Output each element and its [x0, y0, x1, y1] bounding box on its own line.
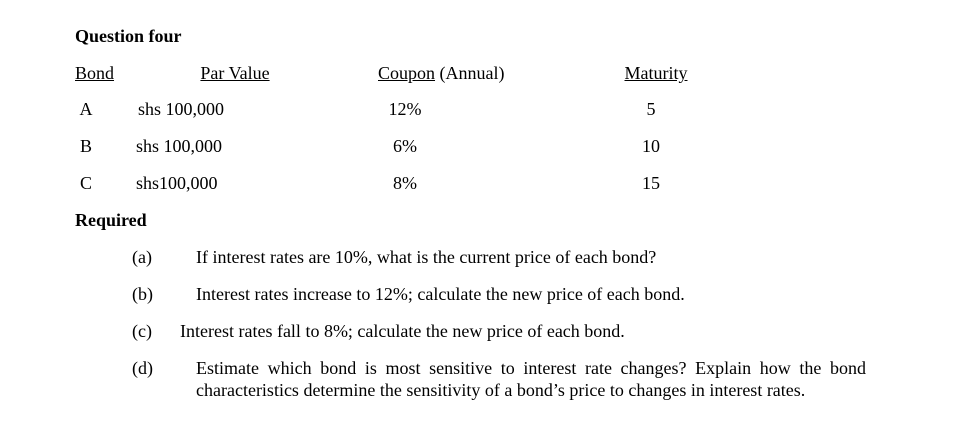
item-label: (c) — [132, 321, 152, 341]
header: Coupon (Annual) — [378, 62, 505, 84]
item-text: Interest rates increase to 12%; calculat… — [196, 284, 685, 304]
header-part: (Annual) — [439, 63, 505, 83]
cell: A — [79, 99, 93, 119]
header: Par Value — [200, 63, 270, 83]
item-label: (d) — [132, 358, 153, 378]
header: Maturity — [624, 63, 688, 83]
cell: shs100,000 — [136, 173, 218, 193]
item-text: Interest rates fall to 8%; calculate the… — [180, 321, 625, 341]
cell: 8% — [393, 173, 417, 193]
cell: 5 — [646, 99, 656, 119]
item-label: (a) — [132, 247, 152, 267]
header-part: Coupon — [378, 63, 436, 83]
header: Bond — [75, 63, 115, 83]
cell: 6% — [393, 136, 417, 156]
item-label: (b) — [132, 284, 153, 304]
cell: shs 100,000 — [138, 99, 225, 119]
cell: 10 — [642, 136, 660, 156]
cell: shs 100,000 — [136, 136, 223, 156]
cell: B — [79, 136, 93, 156]
heading: Required — [75, 210, 147, 230]
title: Question four — [75, 26, 182, 46]
cell: C — [79, 173, 93, 193]
cell: 15 — [642, 173, 660, 193]
item-text: If interest rates are 10%, what is the c… — [196, 247, 657, 267]
item-text: Estimate which bond is most sensitive to… — [196, 358, 866, 400]
cell: 12% — [388, 99, 422, 119]
